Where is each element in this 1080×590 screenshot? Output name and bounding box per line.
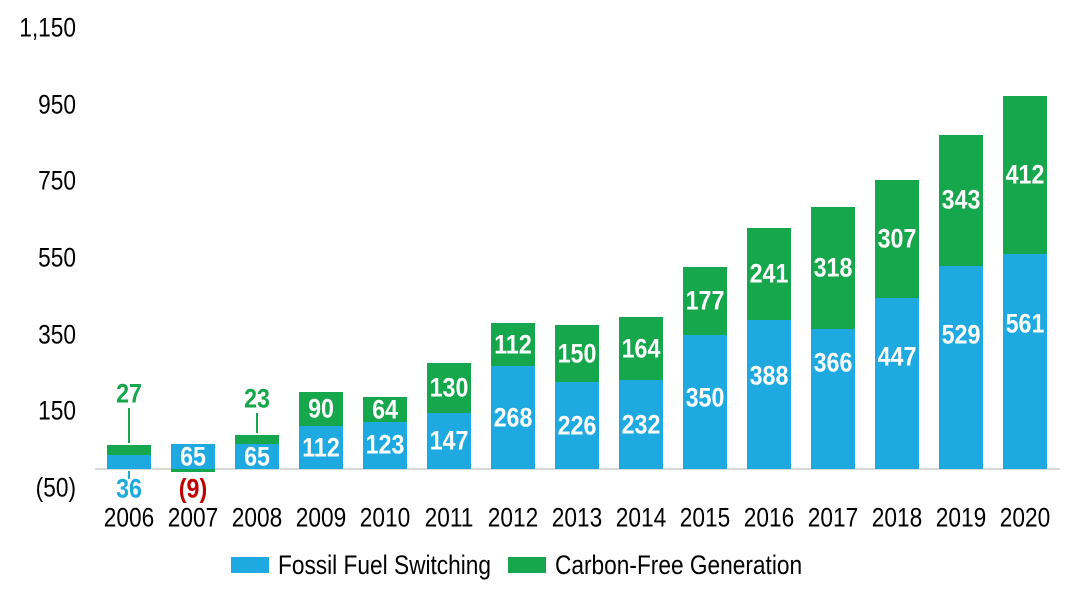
x-tick-2018: 2018 [871, 502, 923, 533]
bar-label-fossil-2017: 366 [813, 347, 853, 378]
legend-swatch-icon-carbonfree [507, 557, 546, 573]
bar-label-carbonfree-2018: 307 [877, 223, 917, 254]
bar-fossil-2012 [491, 366, 535, 469]
x-tick-2012: 2012 [487, 502, 539, 533]
label-leader-fossil-2006 [128, 471, 130, 479]
y-axis-tick-label: (50) [35, 472, 76, 503]
bar-carbonfree-2013 [555, 324, 599, 383]
bar-label-carbonfree-2007: (9) [178, 473, 208, 504]
bar-fossil-2015 [683, 334, 727, 469]
x-tick-2011: 2011 [424, 502, 474, 533]
bar-label-carbonfree-2012: 112 [494, 329, 532, 360]
bar-fossil-2008 [235, 444, 279, 469]
y-axis-tick-label: 550 [38, 242, 76, 273]
bar-fossil-2011 [427, 412, 471, 469]
bar-label-carbonfree-2011: 130 [429, 372, 469, 403]
x-tick-2010: 2010 [359, 502, 411, 533]
bar-fossil-2020 [1003, 253, 1047, 469]
bar-label-carbonfree-2017: 318 [813, 252, 853, 283]
x-tick-2007: 2007 [167, 502, 219, 533]
bar-label-carbonfree-2010: 64 [372, 394, 398, 425]
bar-carbonfree-2009 [299, 391, 343, 427]
bar-label-carbonfree-2008: 23 [244, 383, 270, 414]
y-axis-tick-label: 1,150 [19, 12, 76, 43]
y-axis-tick-label: 950 [38, 89, 76, 120]
bar-carbonfree-2016 [747, 227, 791, 321]
y-axis-tick-label: 350 [38, 319, 76, 350]
y-axis-tick-label: 150 [38, 395, 76, 426]
bar-label-carbonfree-2016: 241 [749, 258, 789, 289]
bar-fossil-2019 [939, 266, 983, 469]
x-tick-2017: 2017 [807, 502, 859, 533]
bar-carbonfree-2012 [491, 323, 535, 367]
bar-label-carbonfree-2020: 412 [1005, 159, 1045, 190]
bar-label-fossil-2011: 147 [429, 425, 469, 456]
bar-fossil-2010 [363, 421, 407, 469]
bar-fossil-2017 [811, 328, 855, 469]
x-tick-2009: 2009 [295, 502, 347, 533]
bar-carbonfree-2007 [171, 469, 215, 473]
bar-label-fossil-2015: 350 [685, 382, 725, 413]
x-tick-2013: 2013 [551, 502, 603, 533]
x-tick-2020: 2020 [999, 502, 1051, 533]
bar-carbonfree-2018 [875, 179, 919, 298]
y-axis-tick-label: 750 [38, 165, 76, 196]
bar-label-carbonfree-2009: 90 [308, 393, 334, 424]
x-axis-line [95, 468, 1060, 470]
bar-carbonfree-2017 [811, 206, 855, 329]
label-leader-carbonfree-2008 [256, 413, 258, 434]
legend-item-fossil: Fossil Fuel Switching [231, 550, 498, 581]
bar-carbonfree-2011 [427, 362, 471, 413]
legend: Fossil Fuel Switching Carbon-Free Generat… [0, 549, 1080, 581]
bar-label-carbonfree-2019: 343 [941, 184, 981, 215]
bar-fossil-2007 [171, 444, 215, 469]
bar-fossil-2016 [747, 320, 791, 469]
x-tick-2006: 2006 [103, 502, 155, 533]
bar-label-fossil-2008: 65 [244, 441, 270, 472]
bar-label-fossil-2010: 123 [365, 429, 405, 460]
legend-item-carbonfree: Carbon-Free Generation [507, 549, 849, 581]
bar-label-fossil-2013: 226 [557, 410, 597, 441]
legend-label-fossil: Fossil Fuel Switching [278, 549, 492, 580]
x-tick-2014: 2014 [615, 502, 667, 533]
legend-label-carbonfree: Carbon-Free Generation [554, 549, 802, 580]
bar-carbonfree-2010 [363, 397, 407, 422]
legend-swatch-icon-fossil [231, 557, 270, 573]
bar-fossil-2018 [875, 297, 919, 469]
bar-label-fossil-2019: 529 [941, 319, 981, 350]
bar-label-fossil-2016: 388 [749, 360, 789, 391]
bar-carbonfree-2020 [1003, 95, 1047, 254]
bar-label-carbonfree-2013: 150 [557, 338, 597, 369]
bar-label-fossil-2020: 561 [1005, 308, 1045, 339]
x-tick-2015: 2015 [679, 502, 731, 533]
bar-carbonfree-2019 [939, 134, 983, 267]
bar-fossil-2009 [299, 426, 343, 469]
bar-label-fossil-2012: 268 [493, 402, 533, 433]
bar-fossil-2006 [107, 455, 151, 469]
x-tick-2008: 2008 [231, 502, 283, 533]
bar-carbonfree-2014 [619, 317, 663, 381]
bar-fossil-2014 [619, 380, 663, 469]
x-tick-2019: 2019 [935, 502, 987, 533]
bar-label-carbonfree-2014: 164 [621, 333, 661, 364]
bar-label-fossil-2018: 447 [877, 341, 917, 372]
x-tick-2016: 2016 [743, 502, 795, 533]
bar-label-carbonfree-2006: 27 [116, 378, 142, 409]
bar-fossil-2013 [555, 382, 599, 469]
bar-carbonfree-2008 [235, 435, 279, 445]
bar-carbonfree-2006 [107, 444, 151, 456]
bar-label-fossil-2014: 232 [621, 409, 661, 440]
bar-carbonfree-2015 [683, 266, 727, 335]
label-leader-carbonfree-2006 [128, 408, 130, 443]
bar-label-fossil-2009: 112 [302, 432, 340, 463]
bar-label-carbonfree-2015: 177 [685, 285, 725, 316]
bar-label-fossil-2007: 65 [180, 441, 206, 472]
